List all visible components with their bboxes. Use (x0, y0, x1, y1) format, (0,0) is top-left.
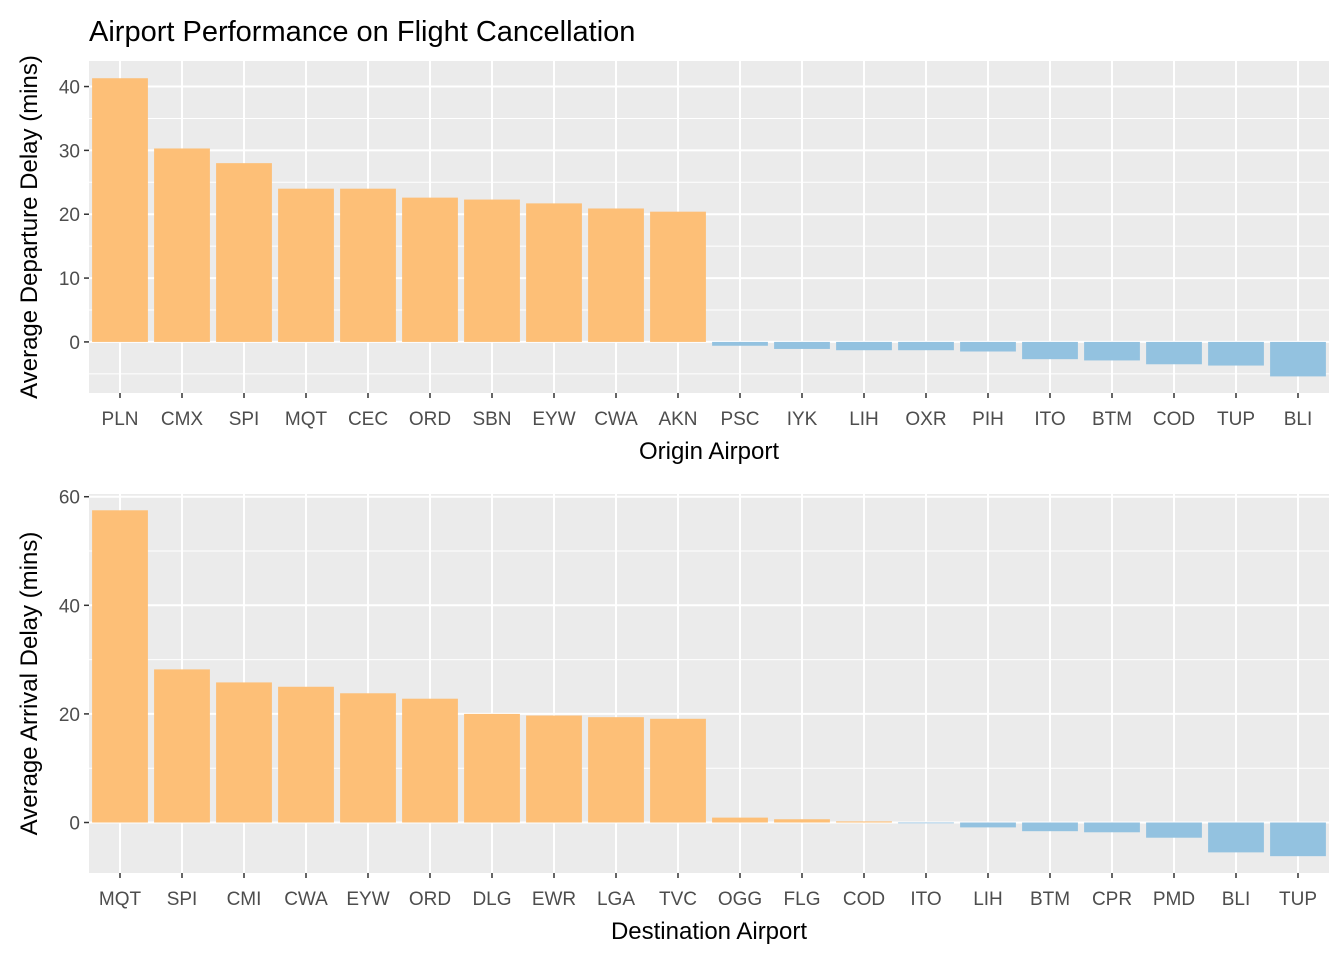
x-tick-label: CPR (1092, 889, 1132, 910)
bar-tvc (650, 718, 706, 823)
x-tick-label: ITO (1034, 409, 1065, 430)
bar-cpr (1084, 822, 1140, 833)
x-tick-label: BLI (1222, 889, 1251, 910)
bar-mqt (278, 188, 334, 342)
bar-btm (1084, 341, 1140, 361)
chart-panel-1: 0 10 20 30 40 PLN CMX SPI MQT CEC ORD SBN EYW CWA AKN P… (16, 55, 1329, 465)
x-tick-label: LIH (849, 409, 879, 430)
bar-pln (92, 78, 148, 342)
bar-ord (402, 197, 458, 342)
bar-oxr (898, 341, 954, 351)
x-tick-label: ORD (409, 409, 451, 430)
y-axis-title: Average Departure Delay (mins) (16, 55, 43, 399)
panel-background (89, 61, 1329, 393)
x-axis-title: Origin Airport (639, 438, 779, 465)
bar-ito (898, 822, 954, 824)
y-tick-label: 30 (59, 141, 80, 162)
x-tick-label: EYW (346, 889, 389, 910)
bar-spi (216, 163, 272, 342)
y-tick-label: 40 (59, 596, 80, 617)
bar-tup (1270, 822, 1326, 857)
x-tick-label: PIH (972, 409, 1004, 430)
bar-pmd (1146, 822, 1202, 838)
bar-cwa (278, 686, 334, 823)
bar-pih (960, 341, 1016, 352)
bar-bli (1270, 341, 1326, 377)
bar-cod (1146, 341, 1202, 365)
bar-dlg (464, 713, 520, 823)
x-tick-label: PSC (720, 409, 759, 430)
bar-bli (1208, 822, 1264, 853)
y-tick-label: 0 (69, 333, 80, 354)
bar-cec (340, 188, 396, 342)
x-tick-label: EYW (532, 409, 575, 430)
bar-akn (650, 211, 706, 342)
x-tick-label: ORD (409, 889, 451, 910)
x-tick-label: OGG (718, 889, 762, 910)
bar-lih (960, 822, 1016, 828)
bar-ewr (526, 715, 582, 823)
bar-eyw (340, 693, 396, 823)
chart-panel-2: 0 20 40 60 MQT SPI CMI CWA EYW ORD DLG EWR LGA TVC OGG… (16, 488, 1329, 945)
x-tick-label: MQT (285, 409, 328, 430)
bar-eyw (526, 203, 582, 342)
x-tick-label: SPI (167, 889, 198, 910)
bar-spi (154, 669, 210, 823)
x-tick-label: CWA (284, 889, 328, 910)
bar-sbn (464, 199, 520, 342)
x-tick-label: COD (843, 889, 885, 910)
x-axis-title: Destination Airport (611, 918, 807, 945)
x-tick-label: TVC (659, 889, 697, 910)
bar-cmx (154, 148, 210, 342)
x-tick-label: AKN (658, 409, 697, 430)
chart-title: Airport Performance on Flight Cancellati… (89, 16, 635, 48)
x-tick-label: PLN (102, 409, 139, 430)
x-tick-label: BLI (1284, 409, 1313, 430)
bar-ito (1022, 341, 1078, 360)
x-tick-label: OXR (905, 409, 946, 430)
y-tick-label: 60 (59, 488, 80, 509)
bar-cwa (588, 208, 644, 342)
x-tick-label: DLG (472, 889, 511, 910)
y-axis-title: Average Arrival Delay (mins) (16, 532, 43, 836)
x-tick-label: COD (1153, 409, 1195, 430)
bar-cmi (216, 682, 272, 823)
y-tick-label: 20 (59, 705, 80, 726)
bar-ord (402, 698, 458, 823)
x-tick-label: ITO (910, 889, 941, 910)
bar-mqt (92, 510, 148, 823)
x-tick-label: CEC (348, 409, 388, 430)
bar-psc (712, 341, 768, 346)
x-tick-label: BTM (1030, 889, 1070, 910)
y-tick-label: 0 (69, 814, 80, 835)
bar-tup (1208, 341, 1264, 366)
x-tick-label: CWA (594, 409, 638, 430)
x-tick-label: LIH (973, 889, 1003, 910)
x-tick-label: FLG (784, 889, 821, 910)
y-tick-label: 10 (59, 269, 80, 290)
bar-btm (1022, 822, 1078, 832)
x-tick-label: PMD (1153, 889, 1195, 910)
x-tick-label: MQT (99, 889, 142, 910)
x-tick-label: TUP (1217, 409, 1255, 430)
bar-ogg (712, 817, 768, 823)
x-tick-label: IYK (787, 409, 818, 430)
bar-lih (836, 341, 892, 351)
x-tick-label: LGA (597, 889, 635, 910)
y-tick-label: 20 (59, 205, 80, 226)
x-tick-label: TUP (1279, 889, 1317, 910)
x-tick-label: CMI (227, 889, 262, 910)
x-tick-label: SPI (229, 409, 260, 430)
x-tick-label: CMX (161, 409, 204, 430)
x-tick-label: BTM (1092, 409, 1132, 430)
y-tick-label: 40 (59, 78, 80, 99)
bar-lga (588, 717, 644, 823)
x-tick-label: EWR (532, 889, 576, 910)
bar-iyk (774, 341, 830, 349)
bar-flg (774, 819, 830, 823)
x-tick-label: SBN (472, 409, 511, 430)
bar-cod (836, 821, 892, 823)
